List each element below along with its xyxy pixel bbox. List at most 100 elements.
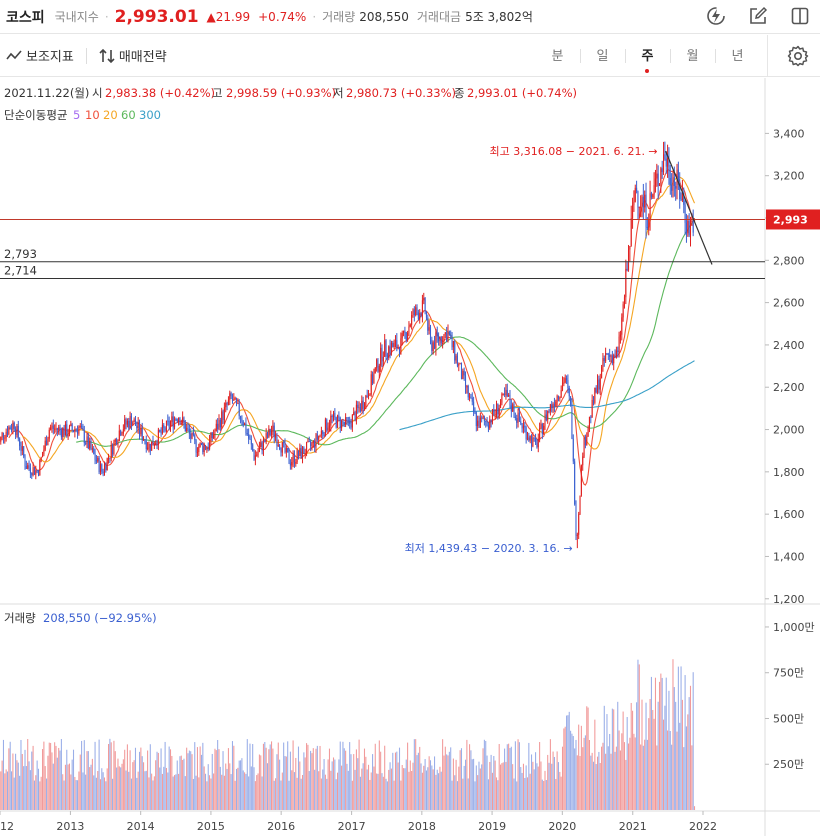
candle-body — [487, 425, 489, 429]
volume-bar — [265, 747, 267, 810]
volume-bar — [494, 760, 496, 810]
candle-body — [416, 307, 418, 313]
volume-bar — [250, 766, 252, 810]
candle-body — [322, 431, 324, 435]
tab-week[interactable]: 주 — [625, 45, 670, 73]
candle-body — [136, 425, 138, 429]
candle-body — [385, 340, 387, 355]
tab-day[interactable]: 일 — [596, 49, 609, 64]
volume-bar — [592, 761, 595, 810]
volume-bar — [388, 769, 390, 810]
candle-body — [564, 378, 566, 383]
candle-body — [6, 431, 9, 435]
ohlc-high: 2,998.59 (+0.93%) — [226, 86, 336, 100]
candle-body — [241, 418, 243, 422]
candle-body — [642, 196, 644, 208]
volume-bar — [110, 742, 112, 810]
candle-body — [518, 412, 520, 422]
volume-bar — [393, 780, 395, 810]
volume-bar — [571, 733, 573, 810]
strategy-button[interactable]: 매매전략 — [99, 46, 167, 65]
candle-body — [138, 422, 141, 435]
volume-bar — [438, 773, 440, 810]
y-tick-label: 1,200 — [773, 593, 805, 606]
candle-body — [296, 450, 298, 462]
candle-body — [658, 183, 661, 186]
volume-bar — [693, 806, 696, 810]
candle-body — [54, 428, 56, 430]
gear-icon[interactable] — [786, 44, 810, 68]
candle-body — [178, 417, 180, 422]
volume-bar — [213, 773, 215, 810]
volume-bar — [392, 752, 394, 810]
candle-body — [543, 425, 545, 435]
volume-bar — [545, 780, 547, 810]
candle-body — [601, 366, 603, 379]
candle-body — [264, 439, 266, 442]
volume-bar — [409, 760, 411, 810]
volume-bar — [637, 659, 639, 810]
volume-bar — [588, 740, 590, 810]
tab-month[interactable]: 월 — [686, 49, 699, 64]
candle-body — [553, 404, 555, 407]
candle-body — [652, 194, 654, 198]
volume-bar — [245, 773, 247, 810]
edit-icon[interactable] — [746, 4, 770, 28]
candle-body — [431, 339, 433, 351]
volume-bar — [292, 740, 294, 810]
volume-bar — [311, 753, 313, 810]
candle-body — [359, 407, 361, 412]
price-chart[interactable]: 3,4003,2003,0002,8002,6002,4002,2002,000… — [0, 78, 820, 836]
volume-bar — [89, 767, 91, 810]
candle-body — [117, 440, 119, 445]
volume-bar — [52, 763, 54, 810]
candle-body — [9, 427, 11, 430]
volume-bar — [518, 742, 520, 810]
candle-body — [301, 447, 304, 458]
volume-bar — [677, 666, 679, 810]
volume-bar — [238, 760, 240, 810]
volume-bar — [483, 739, 485, 810]
candle-body — [494, 414, 496, 416]
volume-bar — [613, 709, 615, 810]
candle-body — [634, 187, 636, 202]
split-view-icon[interactable] — [788, 4, 812, 28]
candle-body — [572, 438, 574, 462]
candle-body — [692, 221, 694, 233]
candle-body — [222, 411, 224, 420]
tab-minute[interactable]: 분 — [551, 49, 564, 64]
candle-body — [394, 340, 397, 343]
volume-bar — [291, 770, 293, 810]
candle-body — [570, 396, 572, 405]
ma-20-label: 20 — [103, 108, 118, 122]
candle-body — [540, 423, 542, 429]
candle-body — [389, 346, 391, 354]
candle-body — [688, 220, 690, 236]
volume-bar — [347, 770, 349, 810]
candle-body — [118, 430, 120, 441]
candle-body — [357, 404, 359, 408]
candle-body — [28, 465, 30, 468]
indicator-button[interactable]: 보조지표 — [6, 46, 74, 65]
candle-body — [234, 397, 236, 400]
volume-bar — [165, 767, 168, 810]
candle-body — [114, 439, 116, 442]
lightning-icon[interactable] — [704, 4, 728, 28]
candle-body — [621, 317, 623, 335]
candle-body — [346, 417, 348, 421]
volume-bar — [328, 748, 331, 810]
tab-year[interactable]: 년 — [731, 49, 744, 64]
volume-bar — [471, 759, 473, 810]
candle-body — [156, 443, 158, 445]
candle-body — [448, 331, 450, 335]
volume-bar — [396, 751, 398, 810]
candle-body — [280, 449, 282, 453]
candle-body — [60, 429, 62, 438]
volume-bar — [102, 772, 104, 810]
volume-bar — [373, 766, 375, 810]
volume-bar — [486, 755, 488, 810]
candle-body — [183, 417, 185, 424]
volume-bar — [175, 774, 177, 810]
candle-body — [235, 397, 238, 404]
candle-body — [613, 355, 615, 364]
